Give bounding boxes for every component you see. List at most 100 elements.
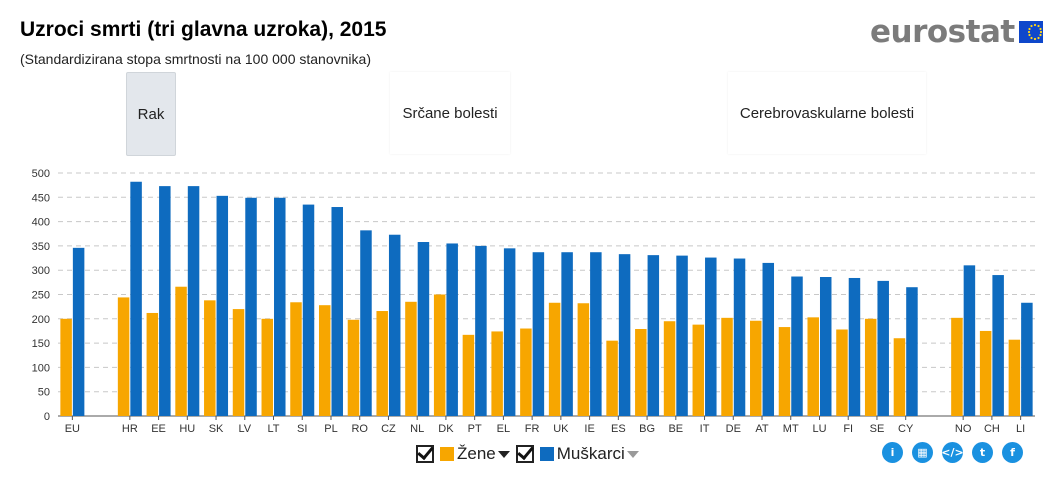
- bar-women: [462, 334, 475, 416]
- bar-women: [405, 301, 417, 416]
- bar-men: [590, 252, 602, 416]
- bar-women: [864, 318, 877, 416]
- bar-women: [750, 320, 762, 416]
- bar-men: [216, 195, 229, 416]
- x-tick-label: EL: [497, 423, 510, 435]
- x-tick-label: AT: [755, 423, 769, 435]
- bar-women: [60, 318, 72, 416]
- x-tick-label: IT: [700, 423, 710, 435]
- bar-women: [951, 317, 963, 416]
- bar-women: [204, 300, 216, 416]
- x-tick-label: LI: [1016, 423, 1025, 435]
- bar-women: [376, 311, 388, 416]
- bar-men: [848, 277, 861, 416]
- x-tick-label: FR: [525, 423, 540, 435]
- x-tick-label: HU: [179, 423, 195, 435]
- bar-women: [290, 302, 302, 416]
- x-tick-label: SE: [870, 423, 885, 435]
- tab-srcane-bolesti[interactable]: Srčane bolesti: [390, 72, 510, 154]
- bar-men: [503, 248, 516, 416]
- y-tick-label: 200: [32, 314, 50, 326]
- bar-men: [992, 275, 1004, 416]
- table-icon[interactable]: ▦: [912, 442, 933, 463]
- men-dropdown-icon[interactable]: [626, 450, 639, 458]
- logo-text: eurostat: [870, 14, 1015, 50]
- y-tick-label: 400: [32, 217, 50, 229]
- tab-rak[interactable]: Rak: [126, 72, 176, 156]
- men-checkbox[interactable]: [515, 445, 534, 463]
- facebook-icon[interactable]: f: [1002, 442, 1023, 463]
- men-swatch: [539, 447, 554, 461]
- bar-men: [388, 234, 401, 416]
- bar-men: [676, 255, 688, 416]
- x-tick-label: FI: [843, 423, 853, 435]
- bar-men: [475, 245, 487, 416]
- legend-men-label[interactable]: Muškarci: [556, 444, 625, 463]
- y-tick-label: 250: [32, 290, 50, 302]
- bar-men: [245, 197, 257, 416]
- y-tick-label: 50: [38, 387, 50, 399]
- x-tick-label: PL: [324, 423, 337, 435]
- bar-women: [261, 318, 274, 416]
- bar-women: [979, 330, 992, 416]
- bar-men: [647, 255, 660, 416]
- legend-women-label[interactable]: Žene: [457, 444, 496, 463]
- x-tick-label: NO: [955, 423, 972, 435]
- legend: Žene Muškarci: [416, 444, 645, 464]
- bar-men: [733, 258, 746, 416]
- x-tick-label: NL: [410, 423, 424, 435]
- y-tick-label: 0: [44, 411, 50, 423]
- bar-men: [1021, 302, 1033, 416]
- women-checkbox[interactable]: [416, 445, 434, 463]
- bar-women: [721, 317, 733, 416]
- info-icon[interactable]: i: [882, 442, 903, 463]
- bar-women: [433, 294, 446, 416]
- x-tick-label: LT: [267, 423, 279, 435]
- y-tick-label: 300: [32, 265, 50, 277]
- bar-men: [331, 207, 343, 416]
- y-tick-label: 100: [32, 362, 50, 374]
- bar-men: [963, 265, 976, 416]
- bar-women: [520, 328, 532, 416]
- chart-subtitle: (Standardizirana stopa smrtnosti na 100 …: [20, 51, 371, 67]
- x-tick-label: CZ: [381, 423, 396, 435]
- x-tick-label: EU: [65, 423, 80, 435]
- x-tick-label: CY: [898, 423, 914, 435]
- x-tick-label: IE: [584, 423, 594, 435]
- bar-men: [72, 247, 85, 416]
- bar-men: [791, 276, 803, 416]
- tab-cerebrovaskularne-bolesti[interactable]: Cerebrovaskularne bolesti: [728, 72, 926, 154]
- x-tick-label: DE: [726, 423, 741, 435]
- bar-women: [232, 309, 245, 416]
- bar-men: [159, 186, 171, 416]
- bar-men: [618, 254, 631, 416]
- bar-women: [491, 331, 503, 416]
- bar-men: [762, 262, 775, 416]
- bar-men: [417, 242, 430, 416]
- x-tick-label: LV: [238, 423, 251, 435]
- women-swatch: [440, 447, 454, 461]
- bar-women: [635, 329, 647, 416]
- bar-women: [548, 302, 561, 416]
- x-tick-label: SK: [209, 423, 224, 435]
- eurostat-logo: eurostat: [870, 14, 1043, 50]
- bar-women: [146, 312, 159, 416]
- x-tick-label: UK: [553, 423, 569, 435]
- bar-women: [606, 340, 618, 416]
- bar-men: [187, 186, 200, 416]
- women-dropdown-icon[interactable]: [497, 450, 510, 458]
- bar-women: [117, 297, 130, 416]
- x-tick-label: MT: [783, 423, 799, 435]
- x-tick-label: PT: [468, 423, 482, 435]
- x-tick-label: ES: [611, 423, 626, 435]
- twitter-icon[interactable]: t: [972, 442, 993, 463]
- x-tick-label: LU: [812, 423, 826, 435]
- y-tick-label: 500: [32, 168, 50, 180]
- share-toolbar: i ▦ </> t f: [882, 442, 1023, 463]
- bar-men: [561, 252, 573, 416]
- bar-men: [302, 204, 315, 416]
- x-tick-label: CH: [984, 423, 1000, 435]
- bar-women: [836, 329, 848, 416]
- embed-icon[interactable]: </>: [941, 442, 964, 463]
- bar-men: [360, 230, 372, 416]
